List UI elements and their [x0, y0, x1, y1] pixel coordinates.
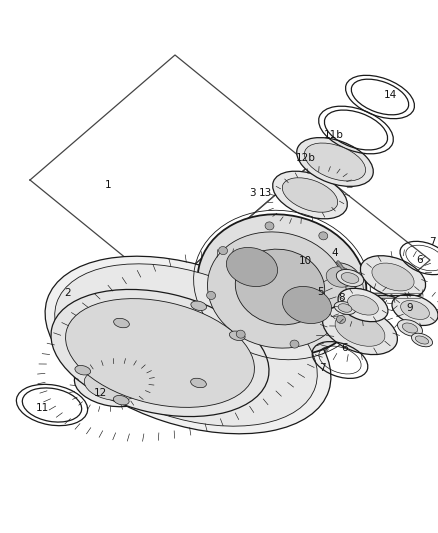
Ellipse shape [341, 273, 359, 284]
Ellipse shape [191, 378, 206, 387]
Text: 8: 8 [339, 293, 345, 303]
Ellipse shape [113, 318, 129, 328]
Ellipse shape [320, 263, 360, 292]
Ellipse shape [282, 178, 338, 212]
Ellipse shape [84, 369, 140, 401]
Ellipse shape [226, 247, 278, 287]
Ellipse shape [235, 249, 325, 325]
Ellipse shape [338, 288, 388, 322]
Ellipse shape [403, 323, 418, 333]
Ellipse shape [392, 295, 438, 326]
Ellipse shape [113, 395, 129, 405]
Ellipse shape [236, 330, 245, 338]
Ellipse shape [372, 263, 414, 291]
Ellipse shape [74, 364, 150, 407]
Ellipse shape [66, 298, 254, 407]
Ellipse shape [348, 271, 357, 279]
Ellipse shape [230, 331, 245, 341]
Text: 3: 3 [249, 188, 255, 198]
Ellipse shape [283, 286, 332, 324]
Ellipse shape [411, 333, 433, 347]
Text: 12: 12 [93, 388, 106, 398]
Ellipse shape [336, 270, 364, 287]
Text: 6: 6 [417, 255, 423, 265]
Text: 9: 9 [407, 303, 413, 313]
Ellipse shape [45, 256, 331, 434]
Text: 5: 5 [317, 287, 323, 297]
Ellipse shape [219, 247, 227, 255]
Ellipse shape [398, 320, 423, 336]
Text: 12b: 12b [296, 153, 316, 163]
Ellipse shape [207, 292, 215, 300]
Text: 11: 11 [35, 403, 49, 413]
Ellipse shape [198, 214, 367, 356]
Ellipse shape [208, 232, 346, 348]
Text: 4: 4 [332, 248, 338, 258]
Text: 7: 7 [319, 363, 325, 373]
Text: 13: 13 [258, 188, 272, 198]
Text: 2: 2 [65, 288, 71, 298]
Ellipse shape [334, 302, 356, 314]
Text: 11b: 11b [324, 130, 344, 140]
Ellipse shape [338, 304, 352, 312]
Text: 1: 1 [105, 180, 111, 190]
Ellipse shape [297, 138, 373, 187]
Ellipse shape [335, 314, 385, 346]
Ellipse shape [336, 316, 346, 324]
Ellipse shape [191, 301, 207, 311]
Ellipse shape [326, 267, 354, 287]
Ellipse shape [304, 143, 366, 181]
Ellipse shape [75, 366, 91, 375]
Text: 10: 10 [298, 256, 311, 266]
Text: 7: 7 [429, 237, 435, 247]
Ellipse shape [415, 336, 429, 344]
Ellipse shape [272, 171, 347, 219]
Ellipse shape [323, 305, 397, 354]
Ellipse shape [290, 340, 299, 348]
Ellipse shape [55, 264, 317, 426]
Ellipse shape [51, 289, 269, 417]
Ellipse shape [265, 222, 274, 230]
Ellipse shape [401, 301, 429, 319]
Text: 14: 14 [383, 90, 397, 100]
Ellipse shape [319, 232, 328, 240]
Ellipse shape [360, 256, 426, 298]
Text: 6: 6 [342, 343, 348, 353]
Ellipse shape [348, 295, 378, 315]
